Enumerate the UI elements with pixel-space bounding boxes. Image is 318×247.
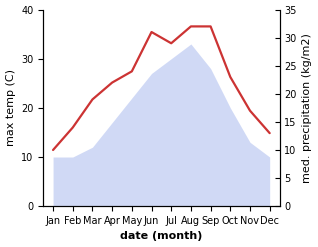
X-axis label: date (month): date (month) [120, 231, 203, 242]
Y-axis label: med. precipitation (kg/m2): med. precipitation (kg/m2) [302, 33, 313, 183]
Y-axis label: max temp (C): max temp (C) [5, 69, 16, 146]
